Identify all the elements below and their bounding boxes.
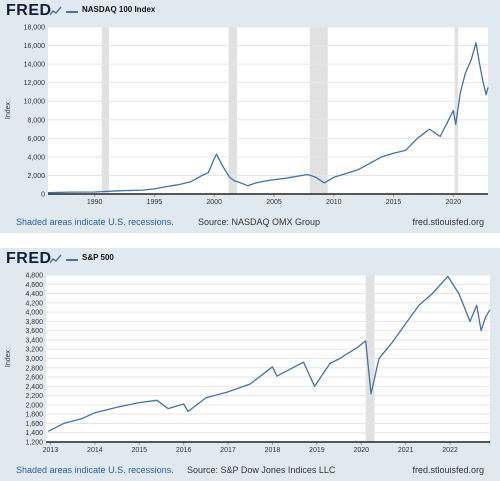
- legend-label-sp500: S&P 500: [82, 253, 114, 262]
- y-tick-label: 8,000: [27, 117, 45, 124]
- x-tick-label: 2020: [353, 447, 369, 454]
- x-tick-label: 2005: [266, 199, 282, 206]
- y-tick-label: 4,400: [25, 291, 43, 298]
- recession-band: [454, 27, 459, 194]
- x-tick-label: 2022: [442, 447, 458, 454]
- y-tick-label: 14,000: [24, 62, 46, 69]
- x-tick-label: 2013: [43, 447, 59, 454]
- y-tick-label: 12,000: [24, 80, 46, 87]
- nasdaq-chart-panel: FRED NASDAQ 100 Index 0 2,000 4,000 6,000 8,…: [0, 0, 500, 233]
- y-tick-label: 16,000: [24, 43, 46, 50]
- x-tick-label: 1990: [87, 199, 103, 206]
- y-tick-label: 2,400: [25, 384, 43, 391]
- x-tick-label: 2017: [220, 447, 236, 454]
- y-tick-label: 2,600: [25, 375, 43, 382]
- legend-line-sp500: [66, 259, 78, 261]
- x-tick-label: 2014: [87, 447, 103, 454]
- source-text: Source: S&P Dow Jones Indices LLC: [187, 465, 336, 475]
- fred-logo-mark-icon: [50, 6, 62, 16]
- y-tick-label: 3,800: [25, 319, 43, 326]
- plot-area: [48, 27, 488, 194]
- y-tick-label: 4,200: [25, 300, 43, 307]
- x-tick-label: 2016: [176, 447, 192, 454]
- x-tick-label: 2000: [206, 199, 222, 206]
- y-tick-label: 6,000: [27, 136, 45, 143]
- recession-note-link[interactable]: Shaded areas indicate U.S. recessions.: [16, 465, 174, 475]
- y-tick-label: 4,000: [25, 310, 43, 317]
- y-tick-label: 4,000: [27, 154, 45, 161]
- y-tick-label: 2,200: [25, 393, 43, 400]
- fred-logo-mark-icon: [50, 254, 62, 264]
- x-tick-label: 2010: [326, 199, 342, 206]
- x-tick-label: 1995: [147, 199, 163, 206]
- fred-logo[interactable]: FRED: [6, 250, 52, 267]
- y-tick-label: 3,200: [25, 347, 43, 354]
- y-tick-label: 1,200: [25, 440, 43, 447]
- y-tick-label: 3,600: [25, 328, 43, 335]
- recession-band: [101, 27, 109, 194]
- legend-label-nasdaq: NASDAQ 100 Index: [82, 5, 156, 14]
- y-tick-label: 1,400: [25, 430, 43, 437]
- y-tick-label: 18,000: [24, 25, 46, 32]
- x-tick-label: 2019: [309, 447, 325, 454]
- x-tick-label: 2020: [446, 199, 462, 206]
- x-tick-label: 2015: [386, 199, 402, 206]
- x-tick-label: 2021: [398, 447, 414, 454]
- sp500-plot: 1,200 1,400 1,600 1,800 2,000 2,200 2,400 2,600…: [5, 273, 491, 454]
- x-tick-label: 2018: [265, 447, 281, 454]
- fred-logo[interactable]: FRED: [6, 2, 52, 19]
- nasdaq-plot: 0 2,000 4,000 6,000 8,000 10,000 12,000 14,000 1…: [5, 25, 489, 206]
- recession-band: [228, 27, 237, 194]
- recession-band: [309, 27, 328, 194]
- y-axis-label: Index: [5, 101, 12, 119]
- y-tick-label: 3,400: [25, 337, 43, 344]
- y-tick-label: 2,800: [25, 365, 43, 372]
- y-axis-label: Index: [5, 349, 12, 367]
- y-tick-label: 4,800: [25, 273, 43, 280]
- y-tick-label: 2,000: [27, 173, 45, 180]
- y-tick-label: 3,000: [25, 356, 43, 363]
- y-tick-label: 2,000: [25, 402, 43, 409]
- recession-note-link[interactable]: Shaded areas indicate U.S. recessions.: [16, 217, 174, 227]
- legend-line-nasdaq: [66, 11, 78, 13]
- fred-url-link[interactable]: fred.stlouisfed.org: [412, 465, 484, 475]
- sp500-chart-panel: FRED S&P 500 1,200 1,400 1,600 1,800 2,000 2,…: [0, 248, 500, 481]
- y-tick-label: 0: [41, 192, 45, 199]
- fred-url-link[interactable]: fred.stlouisfed.org: [412, 217, 484, 227]
- y-tick-label: 4,600: [25, 282, 43, 289]
- x-tick-label: 2015: [131, 447, 147, 454]
- y-tick-label: 1,800: [25, 412, 43, 419]
- y-tick-label: 10,000: [24, 99, 46, 106]
- series-line: [47, 42, 489, 194]
- y-tick-label: 1,600: [25, 421, 43, 428]
- series-line: [47, 275, 491, 432]
- source-text: Source: NASDAQ OMX Group: [198, 217, 321, 227]
